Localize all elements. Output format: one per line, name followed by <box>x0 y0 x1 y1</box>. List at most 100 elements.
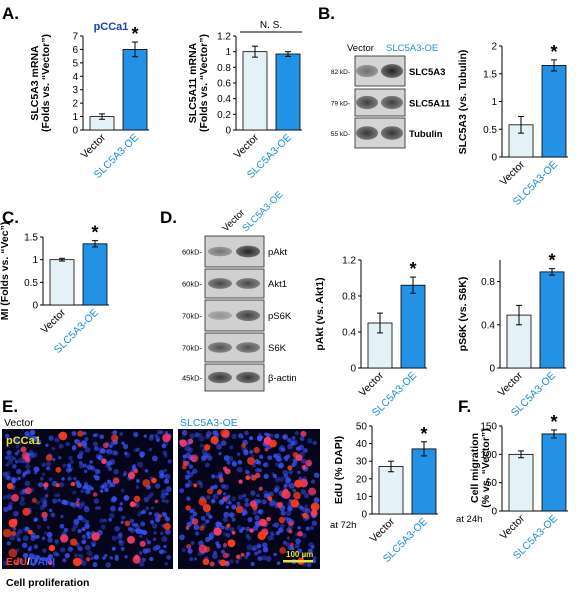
dapi-nucleus <box>310 479 316 484</box>
dapi-nucleus <box>120 488 125 493</box>
cells-vector <box>2 429 172 568</box>
dapi-nucleus <box>161 499 165 503</box>
y-axis-label: SLC5A3 mRNA(Folds vs. “Vector”) <box>29 34 52 132</box>
dapi-nucleus <box>94 468 101 475</box>
dapi-nucleus <box>269 499 276 506</box>
edu-positive-cell <box>41 511 48 519</box>
edu-positive-cell <box>254 472 261 479</box>
dapi-nucleus <box>312 556 317 560</box>
dapi-nucleus <box>118 532 123 537</box>
dapi-nucleus <box>123 471 128 476</box>
edu-positive-cell <box>245 475 251 481</box>
dapi-nucleus <box>299 436 305 442</box>
edu-positive-cell <box>288 529 293 534</box>
dapi-nucleus <box>153 531 157 535</box>
dapi-nucleus <box>278 462 284 469</box>
dapi-nucleus <box>67 476 72 481</box>
dapi-nucleus <box>71 446 76 451</box>
dapi-nucleus <box>5 455 11 460</box>
dapi-nucleus <box>287 443 293 450</box>
dapi-nucleus <box>98 449 104 455</box>
edu-positive-cell <box>278 516 286 524</box>
dapi-nucleus <box>193 557 198 561</box>
dapi-nucleus <box>2 495 8 500</box>
dapi-nucleus <box>304 493 310 499</box>
bar-slc5a3-oe <box>82 243 108 306</box>
dapi-nucleus <box>89 460 93 464</box>
dapi-nucleus <box>282 540 287 545</box>
edu-positive-cell <box>238 479 243 484</box>
dapi-nucleus <box>106 482 113 488</box>
edu-positive-cell <box>231 530 236 535</box>
dapi-nucleus <box>31 435 37 442</box>
dapi-nucleus <box>34 559 39 564</box>
edu-positive-cell <box>112 477 120 484</box>
dapi-nucleus <box>220 525 225 530</box>
dapi-nucleus <box>218 499 225 505</box>
y-axis-label: EdU (% DAPI) <box>333 436 345 504</box>
dapi-nucleus <box>163 478 170 484</box>
dapi-nucleus <box>223 455 230 461</box>
dapi-nucleus <box>243 448 249 454</box>
dapi-nucleus <box>80 501 86 507</box>
dapi-nucleus <box>105 562 112 568</box>
dapi-nucleus <box>48 435 54 441</box>
dapi-nucleus <box>47 537 53 543</box>
edu-positive-cell <box>213 527 222 536</box>
dapi-nucleus <box>48 508 53 513</box>
dapi-nucleus <box>281 447 286 452</box>
category-label-vector: Vector <box>498 158 528 188</box>
blot-band <box>208 311 232 320</box>
edu-positive-cell <box>191 518 199 525</box>
dapi-nucleus <box>86 532 91 537</box>
dapi-nucleus <box>111 535 118 541</box>
edu-positive-cell <box>218 477 224 482</box>
dapi-nucleus <box>231 496 237 502</box>
dapi-nucleus <box>42 502 48 508</box>
dapi-nucleus <box>155 436 161 442</box>
edu-positive-cell <box>55 483 60 488</box>
dapi-nucleus <box>122 443 129 450</box>
edu-positive-cell <box>132 555 141 564</box>
dapi-nucleus <box>95 506 99 510</box>
edu-positive-cell <box>21 452 30 460</box>
y-axis-label: pS6K (vs. S6K) <box>457 277 469 352</box>
dapi-nucleus <box>77 453 83 460</box>
dapi-nucleus <box>285 510 292 516</box>
dapi-nucleus <box>227 455 234 462</box>
dapi-nucleus <box>236 466 243 473</box>
panel-letter-f: F. <box>458 397 471 416</box>
y-tick-label: 4 <box>72 72 78 83</box>
dapi-nucleus <box>80 560 87 567</box>
edu-positive-cell <box>268 439 277 448</box>
dapi-nucleus <box>154 483 161 489</box>
dapi-nucleus <box>3 560 9 566</box>
dapi-nucleus <box>313 497 320 503</box>
edu-positive-cell <box>264 447 269 452</box>
dapi-nucleus <box>158 473 165 479</box>
dapi-nucleus <box>311 545 315 549</box>
dapi-nucleus <box>228 512 235 518</box>
edu-positive-cell <box>20 446 27 453</box>
chart-slc5a11-mrna: 0 0.2 0.4 0.6 0.8 1 1.2 SLC5A11 mRNA(Folds vs. … <box>187 20 302 181</box>
dapi-nucleus <box>40 497 47 504</box>
dapi-nucleus <box>249 436 254 441</box>
dapi-nucleus <box>144 469 149 473</box>
edu-positive-cell <box>110 434 119 442</box>
edu-positive-cell <box>127 471 136 480</box>
dapi-nucleus <box>82 463 88 468</box>
edu-positive-cell <box>305 459 312 467</box>
y-tick-label: 0.8 <box>217 63 231 74</box>
edu-positive-cell <box>11 530 17 536</box>
dapi-nucleus <box>93 446 99 451</box>
dapi-nucleus <box>299 506 305 511</box>
dapi-nucleus <box>282 469 289 476</box>
dapi-nucleus <box>39 477 44 481</box>
edu-positive-cell <box>290 499 300 508</box>
dapi-nucleus <box>275 453 282 459</box>
dapi-nucleus <box>288 482 295 489</box>
dapi-nucleus <box>216 443 223 450</box>
edu-positive-cell <box>43 482 49 488</box>
